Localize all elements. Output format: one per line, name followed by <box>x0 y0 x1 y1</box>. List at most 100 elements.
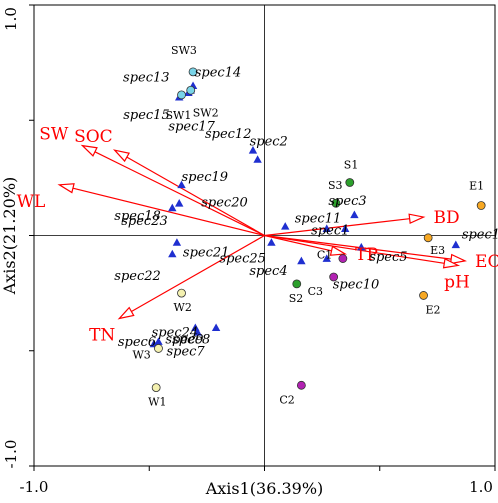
species-label-spec5: spec5 <box>369 250 407 265</box>
sample-label-W3: W3 <box>132 348 150 361</box>
env-arrowhead-sw <box>80 144 98 157</box>
species-marker-spec3 <box>350 210 359 219</box>
species-marker-spec8 <box>211 323 221 332</box>
species-label-spec21: spec21 <box>183 245 230 260</box>
env-arrow-ph <box>264 234 445 264</box>
env-label-bd: BD <box>434 208 460 228</box>
species-label-spec24: spec24 <box>152 325 199 340</box>
species-marker-spec22 <box>168 249 177 258</box>
env-label-sw: SW <box>39 125 69 145</box>
species-label-spec9: spec9 <box>165 333 203 348</box>
sample-marker-SW1 <box>177 90 186 100</box>
species-label-spec7: spec7 <box>166 345 205 360</box>
env-arrowhead-tn <box>117 306 135 320</box>
env-label-wl: WL <box>17 192 46 212</box>
species-label-spec8: spec8 <box>172 333 210 348</box>
env-label-tn: TN <box>89 325 115 345</box>
env-arrow-tp <box>264 234 332 252</box>
sample-marker-C3 <box>329 272 339 282</box>
sample-label-W1: W1 <box>148 396 166 409</box>
y-tick-label-top: 1.0 <box>2 7 20 31</box>
env-label-ec: EC <box>475 252 498 272</box>
sample-label-E1: E1 <box>469 180 484 193</box>
species-marker-spec2 <box>253 155 262 163</box>
env-arrowhead-wl <box>57 183 75 194</box>
sample-label-W2: W2 <box>174 301 192 314</box>
env-arrowhead-soc <box>112 149 130 163</box>
env-arrow-bd <box>264 218 410 237</box>
env-arrowhead-bd <box>408 213 426 225</box>
species-marker-spec23 <box>175 199 184 207</box>
species-marker-spec21 <box>172 238 182 246</box>
sample-marker-S3 <box>331 198 341 208</box>
sample-label-E2: E2 <box>426 303 441 316</box>
species-label-spec20: spec20 <box>201 195 248 210</box>
env-arrow-soc <box>126 156 265 237</box>
env-label-soc: SOC <box>74 127 113 147</box>
species-marker-spec24 <box>193 328 202 336</box>
species-marker-spec11 <box>322 224 331 232</box>
species-label-spec23: spec23 <box>121 214 168 229</box>
species-marker-spec19 <box>177 180 186 189</box>
sample-marker-SW3 <box>188 67 198 77</box>
species-marker-spec18 <box>168 203 177 212</box>
species-marker-spec7 <box>154 337 163 345</box>
species-label-spec11: spec11 <box>295 212 342 227</box>
sample-label-E3: E3 <box>430 244 445 257</box>
species-label-spec19: spec19 <box>182 170 229 185</box>
env-arrow-wl <box>72 187 265 237</box>
y-axis-label: Axis2(21.20%) <box>0 177 19 296</box>
species-marker-spec10 <box>322 254 331 262</box>
env-arrow-sw <box>94 151 265 237</box>
species-label-spec13: spec13 <box>123 71 170 86</box>
species-label-spec4: spec4 <box>249 264 287 279</box>
env-arrow-ec <box>264 234 452 260</box>
sample-label-S1: S1 <box>344 158 359 171</box>
sample-label-SW2: SW2 <box>193 106 219 119</box>
species-label-spec17: spec17 <box>168 120 215 135</box>
species-marker-spec4 <box>297 256 306 265</box>
y-tick-label-bottom: -1.0 <box>2 440 20 469</box>
env-label-ph: pH <box>444 272 470 292</box>
species-label-spec25: spec25 <box>219 251 266 266</box>
species-label-spec3: spec3 <box>328 194 366 209</box>
species-label-spec15: spec15 <box>123 108 170 123</box>
sample-marker-E1 <box>476 201 486 210</box>
sample-marker-SW2 <box>186 85 196 95</box>
species-label-spec10: spec10 <box>333 278 380 293</box>
sample-label-SW1: SW1 <box>166 109 192 122</box>
sample-marker-W1 <box>151 383 161 393</box>
species-marker-spec12 <box>248 146 258 154</box>
x-tick-label-left: -1.0 <box>20 478 49 496</box>
species-marker-spec1 <box>340 224 350 232</box>
env-label-tp: TP <box>355 245 378 265</box>
species-marker-spec16 <box>451 240 461 249</box>
sample-marker-S2 <box>292 279 302 289</box>
x-axis-label: Axis1(36.39%) <box>205 479 324 498</box>
sample-label-SW3: SW3 <box>171 44 197 57</box>
sample-label-S3: S3 <box>328 179 343 192</box>
species-label-spec16: spec16 <box>462 228 498 243</box>
sample-marker-C1 <box>338 254 348 263</box>
sample-label-C1: C1 <box>317 249 332 262</box>
sample-label-C3: C3 <box>308 285 323 298</box>
x-tick-label-right: 1.0 <box>469 478 493 496</box>
sample-marker-E2 <box>419 291 428 300</box>
species-label-spec14: spec14 <box>195 65 242 80</box>
species-label-spec22: spec22 <box>114 269 161 284</box>
species-marker-spec20 <box>281 222 290 230</box>
sample-marker-E3 <box>423 233 433 243</box>
env-arrow-tn <box>131 234 265 313</box>
species-label-spec1: spec1 <box>311 224 349 239</box>
env-arrowhead-ph <box>442 257 461 269</box>
species-label-spec6: spec6 <box>118 335 156 350</box>
sample-marker-C2 <box>296 380 306 390</box>
species-label-spec12: spec12 <box>205 127 252 142</box>
env-arrowhead-tp <box>329 245 348 256</box>
species-label-spec18: spec18 <box>114 209 161 224</box>
species-marker-spec5 <box>357 242 366 251</box>
sample-marker-W3 <box>154 344 163 353</box>
sample-label-S2: S2 <box>289 292 304 305</box>
sample-label-C2: C2 <box>279 393 294 406</box>
